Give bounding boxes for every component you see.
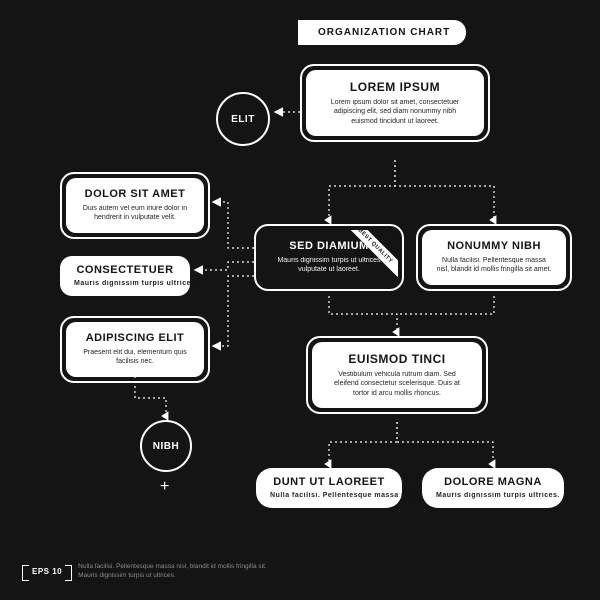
node-euismod: EUISMOD TINCI Vestibulum vehicula rutrum… — [306, 336, 488, 414]
eps-badge: EPS 10 — [26, 567, 68, 576]
node-nonummy-body: Nulla facilisi. Pellentesque massa nisl,… — [436, 256, 552, 275]
node-adip-title: ADIPISCING ELIT — [80, 332, 190, 344]
node-nibh: NIBH — [140, 420, 192, 472]
node-euismod-title: EUISMOD TINCI — [326, 352, 468, 366]
node-dunt-body: Nulla facilisi. Pellentesque massa nisl. — [270, 491, 388, 500]
node-sed-body: Mauris dignissim turpis ut ultrices vulp… — [274, 256, 384, 275]
node-nonummy-title: NONUMMY NIBH — [436, 240, 552, 252]
footer: EPS 10 Nulla facilisi. Pellentesque mass… — [26, 563, 267, 580]
footer-text: Nulla facilisi. Pellentesque massa nisl,… — [78, 563, 267, 580]
footer-line2: Mauris dignissim turpis ut ultrices. — [78, 572, 267, 580]
node-nibh-label: NIBH — [153, 441, 179, 452]
node-root-body: Lorem ipsum dolor sit amet, consectetuer… — [320, 98, 470, 126]
node-dunt-title: DUNT UT LAOREET — [270, 476, 388, 488]
node-dolore-body: Mauris dignissim turpis ultrices. — [436, 491, 550, 500]
node-root: LOREM IPSUM Lorem ipsum dolor sit amet, … — [300, 64, 490, 142]
node-dolore: DOLORE MAGNA Mauris dignissim turpis ult… — [422, 468, 564, 508]
node-dolor: DOLOR SIT AMET Duis autem vel eum iriure… — [60, 172, 210, 239]
node-elit-label: ELIT — [231, 114, 255, 125]
plus-icon: + — [160, 478, 169, 496]
node-dolore-title: DOLORE MAGNA — [436, 476, 550, 488]
node-adip-body: Praesent elit dui, elementum quis facili… — [80, 348, 190, 367]
org-chart-canvas: ORGANIZATION CHART ELIT NIBH + LOREM IPS… — [0, 0, 600, 600]
node-dolor-body: Duis autem vel eum iriure dolor in hendr… — [80, 204, 190, 223]
node-sed: SED DIAMIUM Mauris dignissim turpis ut u… — [254, 224, 404, 291]
node-euismod-body: Vestibulum vehicula rutrum diam. Sed ele… — [326, 370, 468, 398]
node-root-title: LOREM IPSUM — [320, 80, 470, 94]
footer-line1: Nulla facilisi. Pellentesque massa nisl,… — [78, 563, 267, 571]
node-consect: CONSECTETUER Mauris dignissim turpis ult… — [60, 256, 190, 296]
chart-title-tab: ORGANIZATION CHART — [298, 20, 466, 45]
node-adip: ADIPISCING ELIT Praesent elit dui, eleme… — [60, 316, 210, 383]
node-consect-body: Mauris dignissim turpis ultrices. — [74, 279, 176, 288]
node-dunt: DUNT UT LAOREET Nulla facilisi. Pellente… — [256, 468, 402, 508]
node-consect-title: CONSECTETUER — [74, 264, 176, 276]
node-nonummy: NONUMMY NIBH Nulla facilisi. Pellentesqu… — [416, 224, 572, 291]
node-dolor-title: DOLOR SIT AMET — [80, 188, 190, 200]
node-elit: ELIT — [216, 92, 270, 146]
